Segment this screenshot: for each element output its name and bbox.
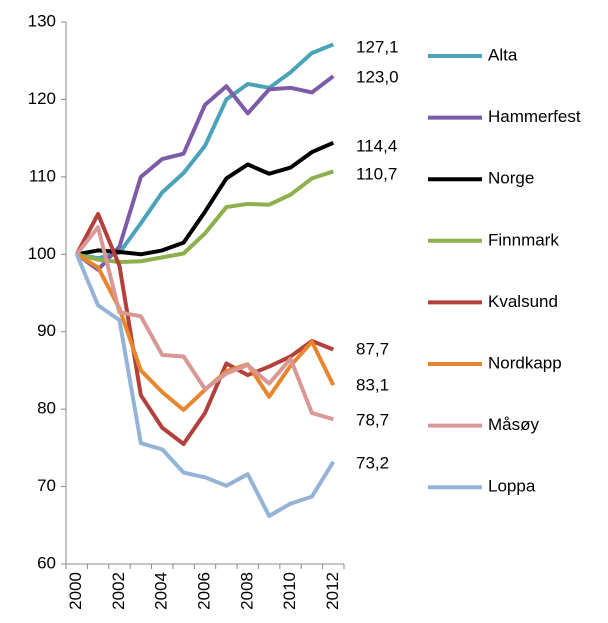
data-label: 123,0 bbox=[356, 67, 399, 86]
data-label: 114,4 bbox=[356, 136, 397, 155]
series-line bbox=[76, 42, 335, 261]
x-tick-label: 2000 bbox=[66, 572, 85, 610]
series-line bbox=[74, 212, 335, 446]
legend-label: Nordkapp bbox=[488, 353, 562, 372]
series-line bbox=[74, 253, 336, 518]
series-line bbox=[75, 74, 335, 272]
y-tick-label: 100 bbox=[28, 244, 56, 263]
x-tick-label: 2006 bbox=[194, 572, 213, 610]
y-tick-label: 70 bbox=[37, 476, 56, 495]
y-tick-label: 110 bbox=[29, 166, 56, 185]
legend-label: Hammerfest bbox=[488, 107, 581, 126]
x-tick-label: 2004 bbox=[152, 572, 171, 610]
legend-label: Norge bbox=[488, 169, 534, 188]
data-label: 127,1 bbox=[356, 37, 399, 56]
data-label: 110,7 bbox=[356, 164, 397, 183]
legend-label: Finnmark bbox=[488, 230, 559, 249]
data-label: 78,7 bbox=[356, 410, 389, 429]
y-tick-label: 60 bbox=[37, 553, 56, 572]
legend-label: Kvalsund bbox=[488, 292, 558, 311]
y-tick-label: 80 bbox=[37, 399, 56, 418]
legend-label: Loppa bbox=[488, 477, 536, 496]
data-label: 87,7 bbox=[356, 339, 389, 358]
y-tick-label: 90 bbox=[37, 321, 56, 340]
data-label: 83,1 bbox=[356, 375, 389, 394]
legend-label: Alta bbox=[488, 45, 518, 64]
x-tick-label: 2008 bbox=[237, 572, 256, 610]
x-tick-label: 2012 bbox=[323, 572, 342, 610]
series-line bbox=[76, 140, 335, 257]
legend-label: Måsøy bbox=[488, 415, 540, 434]
y-tick-label: 130 bbox=[28, 11, 56, 30]
x-tick-label: 2010 bbox=[280, 572, 299, 610]
x-tick-label: 2002 bbox=[109, 572, 128, 610]
series-line bbox=[75, 225, 334, 422]
data-label: 73,2 bbox=[356, 453, 389, 472]
y-tick-label: 120 bbox=[28, 89, 56, 108]
